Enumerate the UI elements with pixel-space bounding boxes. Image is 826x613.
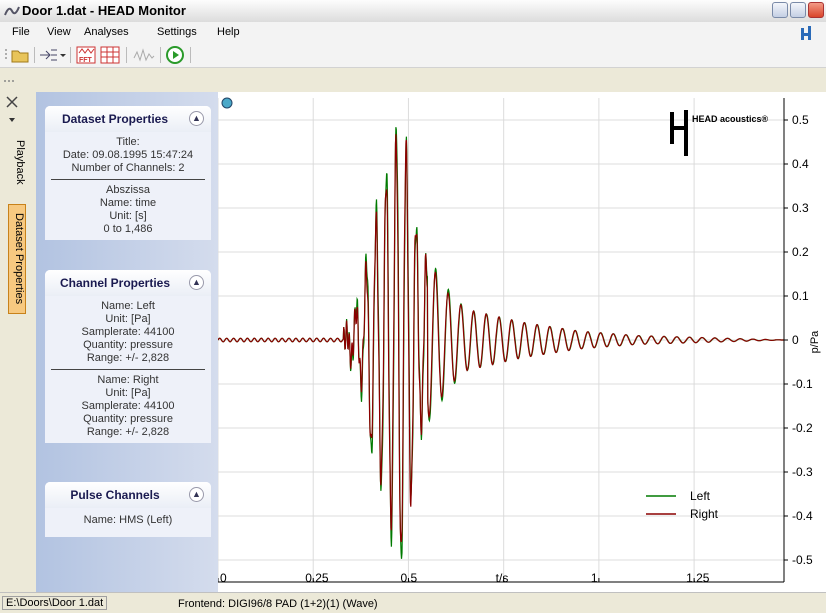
y-tick-label: 0.5 — [792, 113, 809, 127]
toolbar: FFT — [0, 43, 826, 68]
x-axis-label: t/s — [496, 571, 509, 585]
head-logo-icon — [801, 26, 811, 40]
y-axis-label: p/Pa — [809, 330, 821, 354]
collapse-channel-icon[interactable]: ▲ — [189, 275, 204, 290]
channel-select-icon[interactable] — [38, 46, 66, 64]
sidestrip-grip-icon — [4, 80, 14, 82]
close-button[interactable] — [808, 2, 824, 18]
x-tick-label: 1 — [591, 571, 598, 585]
channel-properties-panel: Channel Properties ▲ Name: Left Unit: [P… — [45, 270, 211, 443]
status-file-path: E:\Doors\Door 1.dat — [2, 596, 108, 610]
waveform-chart[interactable]: 0.5 0.4 0.3 0.2 0.1 0 -0.1 -0.2 -0.3 -0.4 -0.5 0 0.2… — [217, 92, 826, 592]
y-tick-label: -0.4 — [792, 509, 813, 523]
tab-playback[interactable]: Playback — [14, 139, 26, 185]
chart-legend: Left Right — [646, 489, 719, 521]
series-line-right — [217, 134, 784, 543]
x-tick-label: 1.25 — [686, 571, 710, 585]
menu-bar: File View Analyses Settings Help — [0, 22, 826, 43]
play-icon[interactable] — [165, 46, 185, 64]
svg-text:FFT: FFT — [79, 57, 93, 64]
side-strip: Playback Dataset Properties — [0, 80, 35, 592]
divider — [51, 369, 205, 370]
divider — [51, 179, 205, 180]
window-title: Door 1.dat - HEAD Monitor — [22, 3, 186, 18]
x-tick-label: 0.5 — [400, 571, 417, 585]
pulse-channel-name: Name: HMS (Left) — [83, 514, 173, 526]
status-frontend: Frontend: DIGI96/8 PAD (1+2)(1) (Wave) — [178, 598, 378, 610]
pulse-channels-panel: Pulse Channels ▲ Name: HMS (Left) — [45, 482, 211, 537]
menu-settings[interactable]: Settings — [157, 26, 197, 38]
collapse-pulse-icon[interactable]: ▲ — [189, 487, 204, 502]
tab-dataset-properties[interactable]: Dataset Properties — [8, 204, 26, 314]
title-bar: Door 1.dat - HEAD Monitor — [0, 0, 826, 23]
y-tick-label: -0.3 — [792, 465, 813, 479]
menu-file[interactable]: File — [12, 26, 30, 38]
dataset-properties-panel: Dataset Properties ▲ Title: Date: 09.08.… — [45, 106, 211, 240]
properties-panel: Dataset Properties ▲ Title: Date: 09.08.… — [36, 92, 218, 592]
close-icon[interactable] — [6, 96, 18, 108]
pulse-channels-title: Pulse Channels — [70, 488, 160, 502]
menu-analyses[interactable]: Analyses — [84, 26, 129, 38]
menu-view[interactable]: View — [47, 26, 71, 38]
dataset-info: Title: Date: 09.08.1995 15:47:24 Number … — [62, 136, 194, 174]
app-icon — [4, 6, 20, 16]
y-tick-label: -0.1 — [792, 377, 813, 391]
fft-icon[interactable]: FFT — [76, 46, 96, 64]
x-tick-label: 0.25 — [305, 571, 329, 585]
legend-right: Right — [690, 507, 719, 521]
y-tick-label: 0 — [792, 333, 799, 347]
x-tick-label: 0 — [220, 571, 227, 585]
maximize-button[interactable] — [790, 2, 806, 18]
minimize-button[interactable] — [772, 2, 788, 18]
y-tick-label: 0.4 — [792, 157, 809, 171]
y-tick-label: 0.2 — [792, 245, 809, 259]
chart-svg: 0.5 0.4 0.3 0.2 0.1 0 -0.1 -0.2 -0.3 -0.4 -0.5 0 0.2… — [217, 97, 821, 585]
left-channel-info: Name: Left Unit: [Pa] Samplerate: 44100 … — [81, 300, 175, 364]
y-tick-label: -0.5 — [792, 553, 813, 567]
svg-text:HEAD acoustics®: HEAD acoustics® — [692, 114, 769, 124]
open-icon[interactable] — [10, 46, 30, 64]
legend-left: Left — [690, 489, 711, 503]
channel-properties-title: Channel Properties — [59, 276, 171, 290]
dataset-properties-title: Dataset Properties — [61, 112, 169, 126]
toolbar-grip-icon — [5, 49, 7, 59]
dropdown-icon[interactable] — [9, 117, 15, 123]
right-channel-info: Name: Right Unit: [Pa] Samplerate: 44100… — [81, 374, 175, 438]
grid-icon[interactable] — [100, 46, 120, 64]
y-tick-label: 0.1 — [792, 289, 809, 303]
head-acoustics-logo: HEAD acoustics® — [670, 110, 769, 156]
waveform-icon[interactable] — [132, 46, 156, 64]
y-tick-label: 0.3 — [792, 201, 809, 215]
status-led-icon — [221, 97, 233, 109]
collapse-dataset-icon[interactable]: ▲ — [189, 111, 204, 126]
menu-help[interactable]: Help — [217, 26, 240, 38]
y-tick-label: -0.2 — [792, 421, 813, 435]
abscissa-info: Abszissa Name: time Unit: [s] 0 to 1,486 — [99, 184, 157, 235]
status-bar: E:\Doors\Door 1.dat Frontend: DIGI96/8 P… — [0, 592, 826, 613]
